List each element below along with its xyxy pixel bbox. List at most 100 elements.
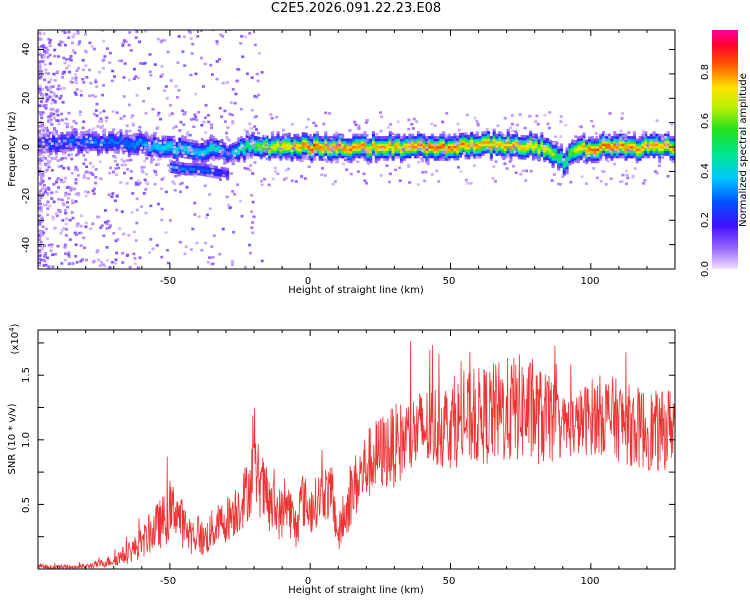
spectrogram-cell: [40, 148, 44, 151]
spectrogram-cell: [428, 145, 432, 149]
spectrogram-noise-cell: [67, 36, 71, 39]
spectrogram-noise-cell: [64, 211, 68, 215]
spectrogram-noise-cell: [103, 134, 107, 138]
spectrogram-cell: [377, 150, 381, 154]
spectrogram-noise-cell: [345, 168, 349, 172]
spectrogram-noise-cell: [307, 165, 311, 169]
spectrogram-noise-cell: [74, 192, 78, 196]
spectrogram-cell: [349, 140, 353, 144]
spectrogram-cell: [175, 163, 179, 167]
spectrogram-noise-cell: [164, 231, 168, 234]
spectrogram-noise-cell: [240, 35, 244, 38]
spectrogram-cell: [234, 151, 238, 154]
spectrogram-cell: [652, 143, 656, 147]
spectrogram-noise-cell: [206, 213, 210, 217]
spectrogram-cell: [573, 149, 578, 153]
scale-factor-exponent: 4: [8, 327, 16, 332]
spectrogram-noise-cell: [144, 112, 148, 115]
spectrogram-noise-cell: [46, 164, 50, 167]
spectrogram-cell: [627, 143, 631, 147]
spectrogram-cell: [621, 148, 625, 152]
spectrogram-cell: [324, 131, 328, 134]
spectrogram-cell: [46, 150, 50, 153]
spectrogram-cell: [49, 147, 53, 151]
spectrogram-noise-cell: [48, 204, 52, 208]
spectrogram-noise-cell: [122, 114, 126, 118]
top-y-tick-4: 20: [21, 92, 32, 105]
spectrogram-cell: [399, 143, 404, 147]
spectrogram-cell: [669, 150, 673, 154]
spectrogram-cell: [458, 149, 463, 153]
spectrogram-noise-cell: [74, 78, 78, 82]
spectrogram-cell: [91, 133, 95, 137]
spectrogram-cell: [293, 148, 297, 152]
spectrogram-cell: [360, 140, 364, 144]
spectrogram-noise-cell: [126, 159, 130, 162]
spectrogram-cell: [632, 155, 637, 159]
spectrogram-noise-cell: [44, 51, 48, 55]
spectrogram-cell: [231, 142, 235, 146]
spectrogram-noise-cell: [511, 164, 515, 168]
spectrogram-noise-cell: [208, 193, 212, 196]
spectrogram-noise-cell: [510, 129, 514, 133]
spectrogram-cell: [385, 158, 390, 161]
spectrogram-cell: [200, 165, 204, 169]
spectrogram-noise-cell: [52, 182, 56, 186]
spectrogram-noise-cell: [48, 62, 52, 65]
spectrogram-cell: [136, 138, 140, 141]
spectrogram-cell: [192, 144, 196, 148]
spectrogram-noise-cell: [70, 77, 74, 80]
spectrogram-cell: [391, 145, 395, 149]
spectrogram-cell: [119, 141, 123, 145]
colorbar-tick-1: 0.0: [700, 261, 711, 277]
spectrogram-cell: [68, 136, 72, 140]
spectrogram-cell: [318, 148, 322, 152]
spectrogram-noise-cell: [144, 211, 148, 215]
spectrogram-cell: [282, 148, 286, 152]
spectrogram-cell: [394, 150, 398, 154]
spectrogram-noise-cell: [103, 128, 107, 132]
spectrogram-noise-cell: [464, 178, 468, 182]
spectrogram-cell: [464, 151, 468, 155]
spectrogram-cell: [414, 140, 418, 144]
spectrogram-cell: [649, 138, 653, 142]
spectrogram-noise-cell: [494, 147, 498, 151]
spectrogram-cell: [672, 155, 675, 159]
spectrogram-noise-cell: [234, 92, 238, 96]
spectrogram-noise-cell: [62, 151, 66, 154]
spectrogram-cell: [399, 158, 404, 161]
spectrogram-noise-cell: [138, 40, 142, 44]
spectrogram-cell: [571, 144, 575, 147]
spectrogram-cell: [430, 143, 434, 147]
spectrogram-cell: [248, 137, 252, 140]
spectrogram-cell: [220, 146, 224, 150]
spectrogram-noise-cell: [322, 122, 326, 126]
spectrogram-cell: [523, 144, 527, 148]
spectrogram-cell: [444, 150, 449, 154]
spectrogram-noise-cell: [181, 135, 185, 138]
spectrogram-noise-cell: [155, 163, 159, 167]
spectrogram-cell: [130, 147, 134, 151]
spectrogram-cell: [110, 145, 115, 149]
spectrogram-noise-cell: [524, 179, 528, 182]
spectrogram-cell: [307, 150, 311, 153]
spectrogram-noise-cell: [73, 132, 77, 136]
spectrogram-cell: [652, 155, 656, 159]
spectrogram-cell: [506, 150, 510, 154]
spectrogram-cell: [155, 151, 159, 155]
spectrogram-cell: [284, 138, 289, 141]
spectrogram-cell: [85, 133, 89, 137]
spectrogram-cell: [296, 143, 300, 147]
spectrogram-cell: [214, 146, 218, 150]
spectrogram-noise-cell: [78, 40, 82, 44]
spectrogram-cell: [301, 141, 305, 145]
spectrogram-cell: [464, 134, 468, 138]
spectrogram-cell: [573, 135, 578, 139]
spectrogram-noise-cell: [112, 231, 116, 235]
spectrogram-cell: [68, 148, 72, 152]
spectrogram-noise-cell: [130, 134, 134, 137]
spectrogram-noise-cell: [87, 131, 91, 135]
spectrogram-cell: [99, 140, 103, 144]
spectrogram-noise-cell: [95, 85, 99, 88]
spectrogram-cell: [666, 131, 670, 134]
